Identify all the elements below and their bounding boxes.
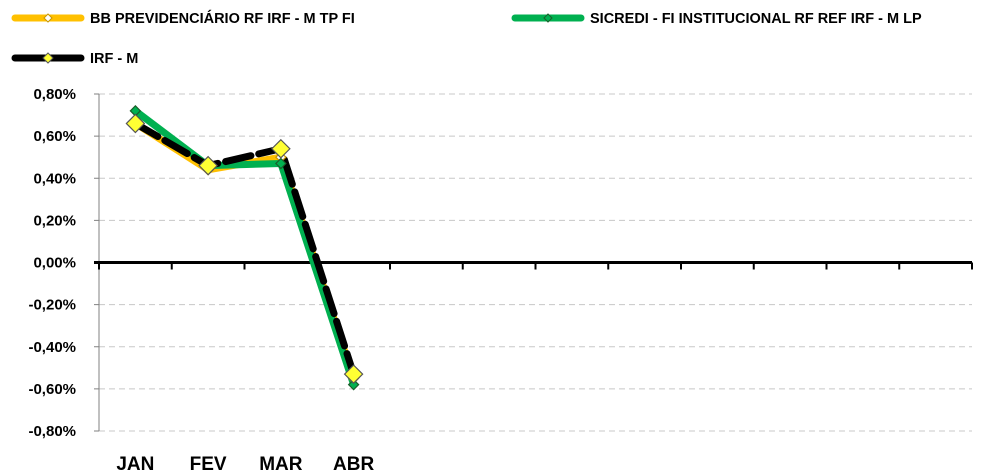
y-tick-label: -0,40% (28, 339, 76, 356)
x-tick-label: ABR (333, 454, 374, 475)
series-line (131, 119, 358, 378)
x-tick-label: FEV (190, 454, 227, 475)
y-tick-label: 0,40% (33, 170, 76, 187)
y-tick-label: 0,80% (33, 86, 76, 103)
legend-marker (43, 13, 53, 23)
x-tick-label: JAN (116, 454, 154, 475)
data-point (275, 157, 287, 170)
data-point (198, 155, 218, 176)
y-axis: 0,80% 0,60% 0,40% 0,20% 0,00% -0,20% -0,40% -0,… (28, 86, 100, 440)
legend-label: IRF - M (90, 51, 138, 67)
x-tick-label: MAR (259, 454, 303, 475)
legend-label: SICREDI - FI INSTITUCIONAL RF REF IRF - … (590, 11, 922, 27)
data-point (125, 113, 146, 134)
legend-label: BB PREVIDENCIÁRIO RF IRF - M TP FI (90, 10, 355, 27)
y-tick-label: 0,00% (33, 255, 76, 272)
data-point (343, 364, 364, 384)
y-tick-label: 0,20% (33, 212, 76, 229)
data-point (347, 378, 360, 391)
legend-marker (42, 52, 54, 64)
legend-marker (543, 13, 553, 23)
y-tick-label: 0,60% (33, 128, 76, 145)
data-point (271, 138, 291, 159)
series-lines (131, 107, 358, 389)
legend: BB PREVIDENCIÁRIO RF IRF - M TP FI SICRED… (11, 10, 922, 67)
gridlines (99, 93, 972, 432)
y-tick-label: -0,80% (28, 423, 76, 440)
y-tick-label: -0,20% (28, 297, 76, 314)
y-tick-label: -0,60% (28, 381, 76, 398)
series-line (131, 107, 358, 389)
series-markers (125, 105, 364, 391)
x-axis: JAN FEV MAR ABR (94, 261, 973, 475)
